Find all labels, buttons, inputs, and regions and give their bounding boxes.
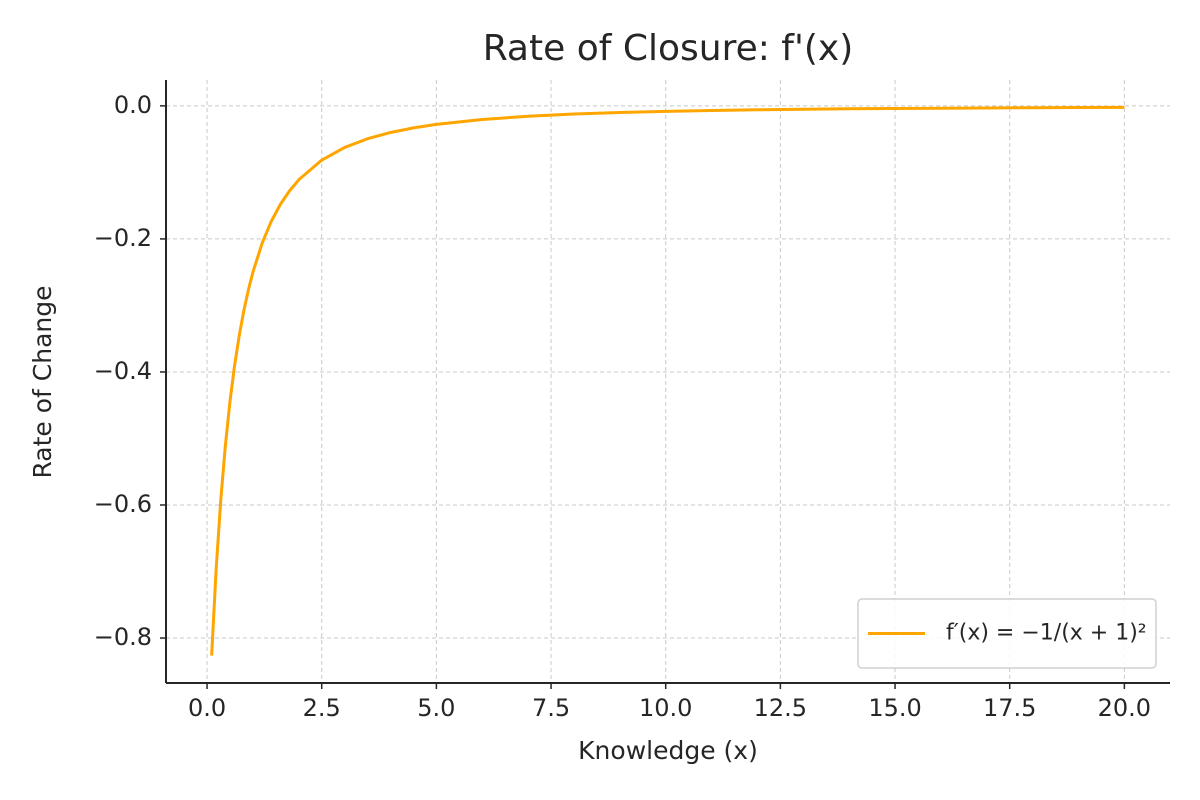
- chart-title: Rate of Closure: f'(x): [483, 28, 854, 69]
- x-tick-label: 7.5: [532, 694, 570, 722]
- line-series: [210, 105, 1125, 656]
- x-axis-label: Knowledge (x): [578, 736, 758, 765]
- legend-label: f′(x) = −1/(x + 1)²: [946, 621, 1147, 646]
- legend-box: [857, 598, 1157, 669]
- x-tick-label: 10.0: [639, 694, 692, 722]
- x-tick-label: 12.5: [754, 694, 807, 722]
- x-tick-label: 20.0: [1098, 694, 1151, 722]
- x-tick-label: 17.5: [983, 694, 1036, 722]
- x-tick-label: 15.0: [868, 694, 921, 722]
- y-axis-label: Rate of Change: [28, 285, 57, 478]
- x-tick-label: 0.0: [188, 694, 226, 722]
- y-tick-label: −0.4: [94, 357, 152, 385]
- y-tick-label: 0.0: [114, 91, 152, 119]
- x-tick-label: 2.5: [303, 694, 341, 722]
- y-tick-label: −0.6: [94, 490, 152, 518]
- y-tick-label: −0.2: [94, 224, 152, 252]
- y-tick-label: −0.8: [94, 623, 152, 651]
- x-tick-label: 5.0: [417, 694, 455, 722]
